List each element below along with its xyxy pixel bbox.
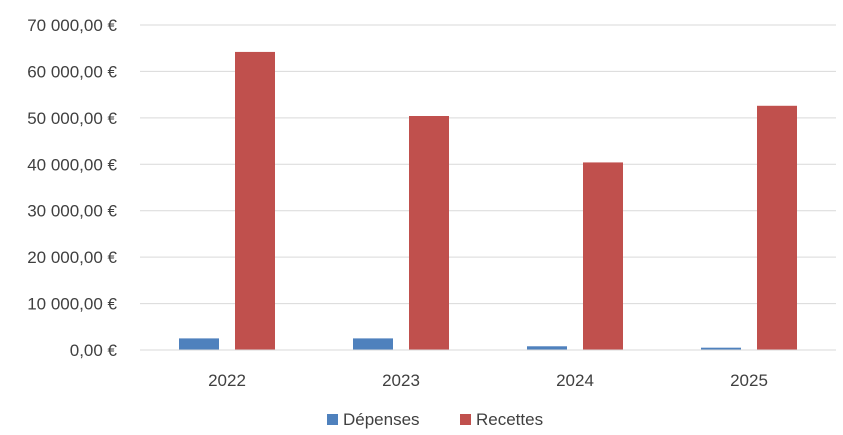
y-tick-label: 60 000,00 € xyxy=(27,62,117,81)
legend-label: Recettes xyxy=(476,410,543,429)
y-tick-label: 50 000,00 € xyxy=(27,109,117,128)
bar-depenses-2023 xyxy=(353,338,393,350)
x-tick-label: 2022 xyxy=(208,371,246,390)
bar-recettes-2025 xyxy=(757,105,797,351)
bars xyxy=(179,51,797,351)
y-tick-label: 10 000,00 € xyxy=(27,295,117,314)
y-tick-label: 20 000,00 € xyxy=(27,248,117,267)
bar-recettes-2024 xyxy=(583,162,623,350)
legend-swatch xyxy=(460,414,471,425)
bar-recettes-2023 xyxy=(409,116,449,350)
bar-recettes-2022 xyxy=(235,51,275,351)
y-tick-label: 70 000,00 € xyxy=(27,16,117,35)
y-tick-label: 40 000,00 € xyxy=(27,155,117,174)
x-tick-label: 2023 xyxy=(382,371,420,390)
y-axis-ticks: 0,00 € 10 000,00 € 20 000,00 € 30 000,00 € 4… xyxy=(27,16,117,360)
legend-swatch xyxy=(327,414,338,425)
bar-depenses-2024 xyxy=(527,346,567,350)
legend-label: Dépenses xyxy=(343,410,420,429)
bar-depenses-2022 xyxy=(179,338,219,350)
y-tick-label: 30 000,00 € xyxy=(27,202,117,221)
y-tick-label: 0,00 € xyxy=(70,341,118,360)
legend: Dépenses Recettes xyxy=(327,410,543,429)
x-tick-label: 2024 xyxy=(556,371,594,390)
bar-depenses-2025 xyxy=(701,347,741,350)
x-axis-ticks: 2022 2023 2024 2025 xyxy=(208,371,768,390)
x-tick-label: 2025 xyxy=(730,371,768,390)
